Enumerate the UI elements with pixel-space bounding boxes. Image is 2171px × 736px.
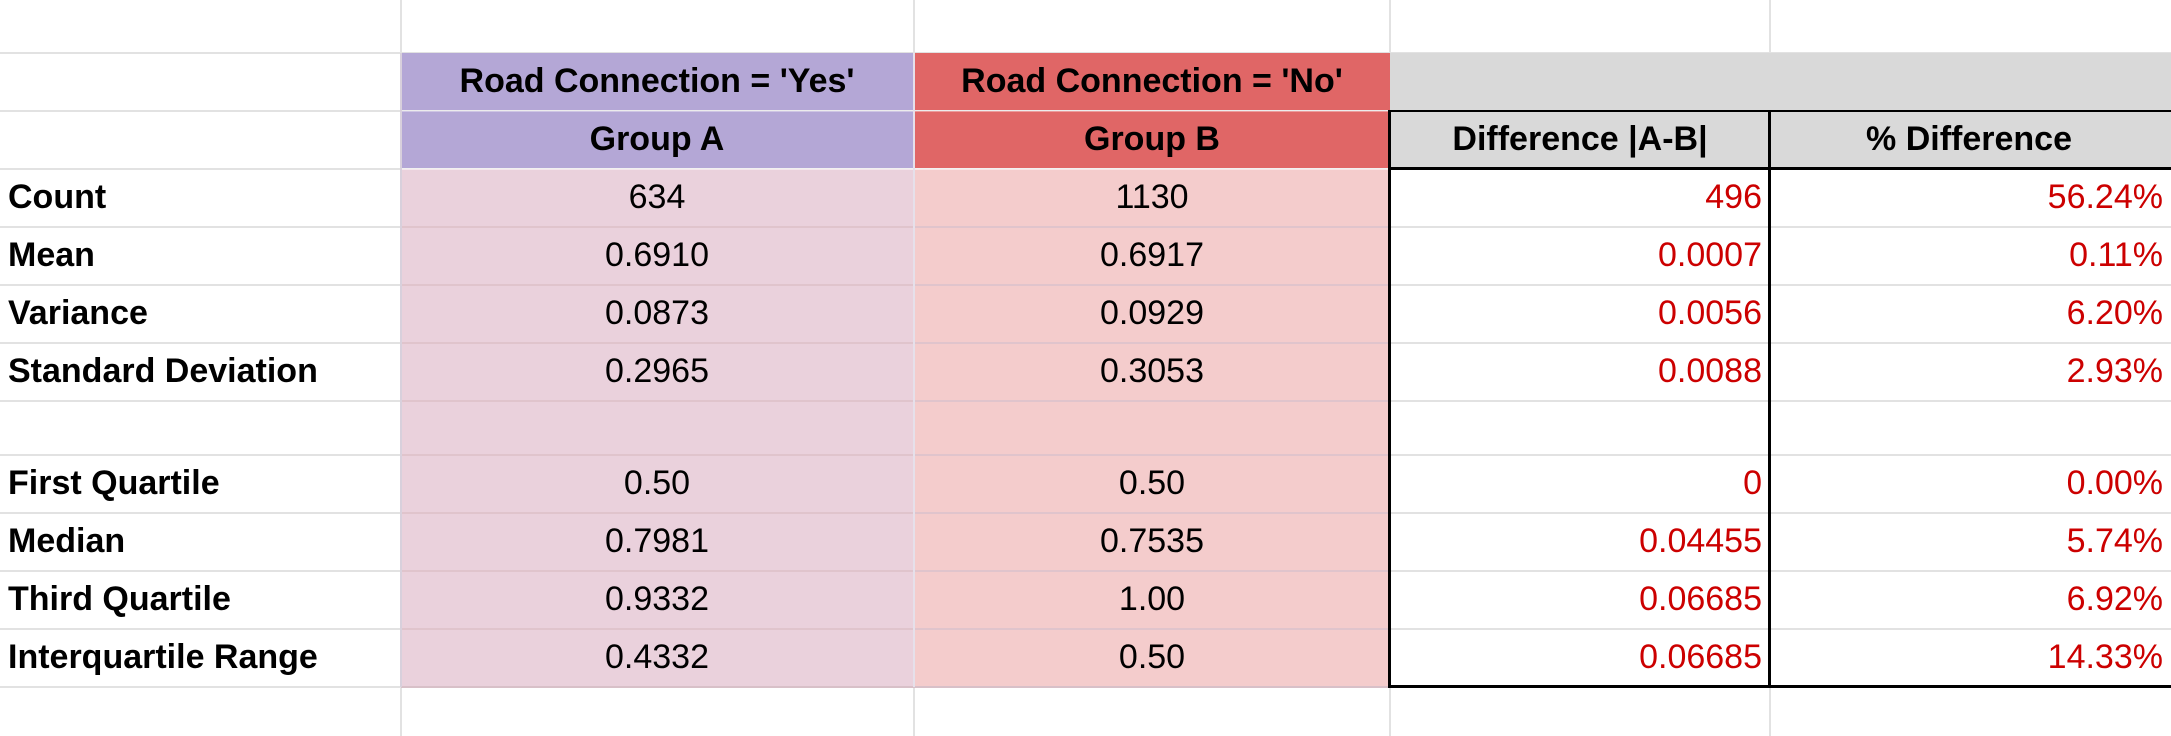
gridline bbox=[401, 570, 1390, 572]
group-b-data-fill bbox=[914, 169, 1390, 686]
difference-value[interactable]: 0.0007 bbox=[1658, 236, 1762, 274]
pct-difference-value[interactable]: 5.74% bbox=[2066, 522, 2163, 560]
group-b-condition-header[interactable]: Road Connection = 'No' bbox=[961, 62, 1343, 100]
row-label[interactable]: Mean bbox=[8, 236, 95, 274]
gridline bbox=[401, 168, 1390, 170]
difference-header-fill bbox=[1390, 53, 2171, 110]
row-label[interactable]: First Quartile bbox=[8, 464, 220, 502]
group-a-data-fill bbox=[401, 169, 913, 686]
border-line bbox=[1388, 685, 2171, 688]
group-a-header-fill bbox=[401, 53, 913, 110]
gridline bbox=[401, 454, 1390, 456]
pct-difference-value[interactable]: 6.20% bbox=[2066, 294, 2163, 332]
difference-value[interactable]: 0.0088 bbox=[1658, 352, 1762, 390]
group-b-value[interactable]: 1.00 bbox=[1118, 580, 1186, 618]
group-b-header[interactable]: Group B bbox=[1084, 120, 1220, 158]
difference-value[interactable]: 0.04455 bbox=[1639, 522, 1762, 560]
group-b-value[interactable]: 0.6917 bbox=[1100, 236, 1204, 274]
group-a-value[interactable]: 0.2965 bbox=[605, 352, 709, 390]
group-b-header-fill bbox=[914, 53, 1390, 110]
gridline bbox=[401, 110, 1390, 112]
pct-difference-value[interactable]: 14.33% bbox=[2047, 638, 2163, 676]
difference-header-fill bbox=[1390, 111, 2171, 168]
difference-value[interactable]: 0.0056 bbox=[1658, 294, 1762, 332]
difference-value[interactable]: 496 bbox=[1705, 178, 1762, 216]
group-b-value[interactable]: 0.50 bbox=[1118, 638, 1186, 676]
pct-difference-value[interactable]: 56.24% bbox=[2047, 178, 2163, 216]
group-b-value[interactable]: 1130 bbox=[1115, 178, 1189, 216]
group-b-value[interactable]: 0.3053 bbox=[1100, 352, 1204, 390]
pct-difference-value[interactable]: 2.93% bbox=[2066, 352, 2163, 390]
group-b-value[interactable]: 0.7535 bbox=[1100, 522, 1204, 560]
group-b-header-fill bbox=[914, 111, 1390, 168]
group-b-value[interactable]: 0.0929 bbox=[1100, 294, 1204, 332]
border-line bbox=[1768, 110, 1771, 687]
gridline bbox=[401, 686, 1390, 688]
pct-difference-value[interactable]: 6.92% bbox=[2066, 580, 2163, 618]
row-label[interactable]: Median bbox=[8, 522, 126, 560]
row-label[interactable]: Interquartile Range bbox=[8, 638, 318, 676]
group-a-value[interactable]: 0.0873 bbox=[605, 294, 709, 332]
group-a-value[interactable]: 634 bbox=[628, 178, 686, 216]
difference-value[interactable]: 0.06685 bbox=[1639, 638, 1762, 676]
group-a-condition-header[interactable]: Road Connection = 'Yes' bbox=[459, 62, 855, 100]
border-line bbox=[1389, 167, 2171, 170]
gridline bbox=[913, 53, 915, 687]
pct-difference-value[interactable]: 0.00% bbox=[2066, 464, 2163, 502]
group-a-value[interactable]: 0.9332 bbox=[605, 580, 709, 618]
group-a-header[interactable]: Group A bbox=[589, 120, 725, 158]
group-a-value[interactable]: 0.50 bbox=[623, 464, 691, 502]
gridline bbox=[401, 512, 1390, 514]
pct-difference-header[interactable]: % Difference bbox=[1866, 120, 2072, 158]
row-label[interactable]: Count bbox=[8, 178, 107, 216]
pct-difference-value[interactable]: 0.11% bbox=[2069, 236, 2163, 274]
group-a-value[interactable]: 0.7981 bbox=[605, 522, 709, 560]
group-a-header-fill bbox=[401, 111, 913, 168]
gridline bbox=[400, 53, 402, 687]
gridline bbox=[401, 628, 1390, 630]
group-a-value[interactable]: 0.6910 bbox=[605, 236, 709, 274]
difference-value[interactable]: 0 bbox=[1743, 464, 1762, 502]
border-line bbox=[1388, 110, 1391, 687]
row-label[interactable]: Variance bbox=[8, 294, 148, 332]
gridline bbox=[401, 342, 1390, 344]
gridline bbox=[401, 400, 1390, 402]
difference-value[interactable]: 0.06685 bbox=[1639, 580, 1762, 618]
gridline bbox=[401, 226, 1390, 228]
row-label[interactable]: Standard Deviation bbox=[8, 352, 318, 390]
gridline bbox=[401, 284, 1390, 286]
difference-header[interactable]: Difference |A-B| bbox=[1452, 120, 1708, 158]
group-a-value[interactable]: 0.4332 bbox=[605, 638, 709, 676]
border-line bbox=[1389, 110, 2171, 112]
group-b-value[interactable]: 0.50 bbox=[1118, 464, 1186, 502]
row-label[interactable]: Third Quartile bbox=[8, 580, 231, 618]
